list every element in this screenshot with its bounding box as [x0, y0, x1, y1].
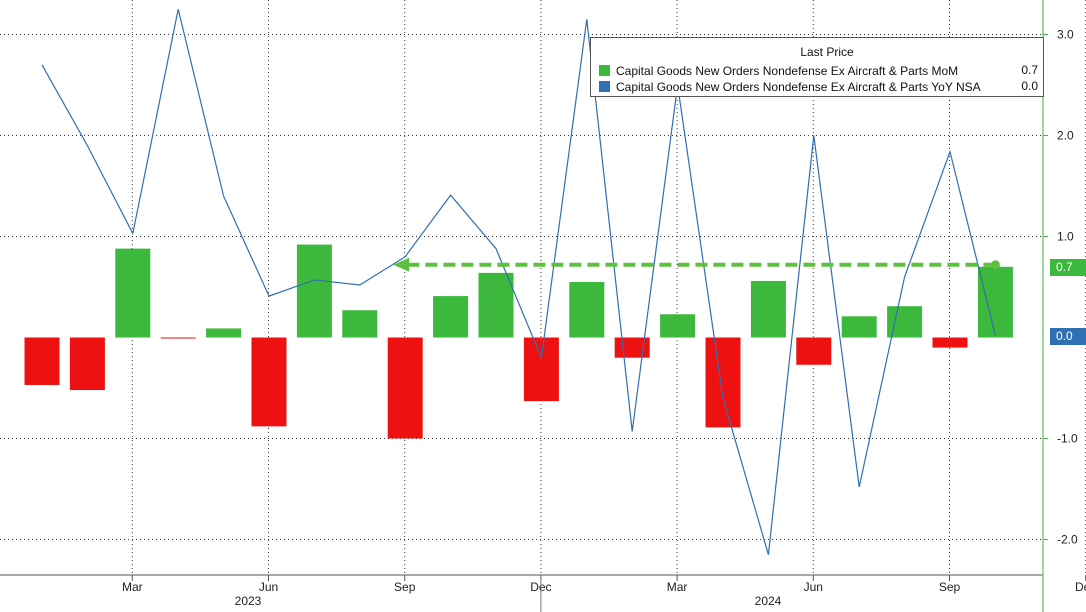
- bar: [478, 272, 514, 338]
- y-tick-label: -1.0: [1057, 432, 1078, 446]
- bar: [206, 328, 242, 338]
- legend-entry-yoy: Capital Goods New Orders Nondefense Ex A…: [599, 79, 981, 94]
- legend-title: Last Price: [800, 45, 854, 59]
- x-tick-label: Mar: [122, 580, 143, 594]
- legend-label-yoy: Capital Goods New Orders Nondefense Ex A…: [616, 79, 981, 94]
- bar: [523, 337, 559, 402]
- bar: [705, 337, 741, 428]
- x-tick-label: Jun: [804, 580, 823, 594]
- bar: [69, 337, 105, 391]
- bar: [115, 248, 151, 338]
- legend-value-yoy: 0.0: [1021, 79, 1038, 93]
- legend: Last Price Capital Goods New Orders Nond…: [590, 37, 1044, 97]
- bar: [841, 316, 877, 338]
- y-tick-label: 2.0: [1057, 129, 1074, 143]
- x-tick-label: Sep: [394, 580, 416, 594]
- x-tick-label: Dec: [1075, 580, 1086, 594]
- annotation-arrow: [393, 257, 1000, 272]
- legend-label-mom: Capital Goods New Orders Nondefense Ex A…: [616, 63, 959, 78]
- bar-series: [24, 244, 1013, 439]
- y-tick-label: 1.0: [1057, 230, 1074, 244]
- x-tick-label: Mar: [667, 580, 688, 594]
- y-tick-label: -2.0: [1057, 533, 1078, 547]
- bar: [977, 266, 1013, 338]
- bar: [932, 337, 968, 348]
- bar: [387, 337, 423, 439]
- arrow-origin-dot: [990, 260, 1000, 270]
- legend-swatch-mom: [599, 65, 610, 76]
- line-series: [41, 9, 996, 555]
- bar: [796, 337, 832, 365]
- x-tick-label: Jun: [259, 580, 278, 594]
- legend-swatch-yoy: [599, 81, 610, 92]
- bar: [433, 296, 469, 338]
- bar: [660, 314, 696, 338]
- year-label-2023: 2023: [235, 594, 262, 608]
- y-tick-label: 3.0: [1057, 28, 1074, 42]
- bar: [160, 337, 196, 339]
- bar: [24, 337, 60, 385]
- legend-entry-mom: Capital Goods New Orders Nondefense Ex A…: [599, 63, 958, 78]
- bar: [342, 310, 378, 338]
- bar: [296, 244, 332, 338]
- last-value-badge-mom: 0.7: [1050, 259, 1086, 276]
- x-tick-label: Sep: [939, 580, 961, 594]
- bar: [750, 280, 786, 338]
- bar: [569, 281, 605, 338]
- line-path: [41, 9, 996, 555]
- bar: [251, 337, 287, 427]
- legend-value-mom: 0.7: [1021, 63, 1038, 77]
- last-value-badge-yoy: 0.0: [1050, 328, 1086, 345]
- year-label-2024: 2024: [755, 594, 782, 608]
- arrow-head: [393, 257, 410, 272]
